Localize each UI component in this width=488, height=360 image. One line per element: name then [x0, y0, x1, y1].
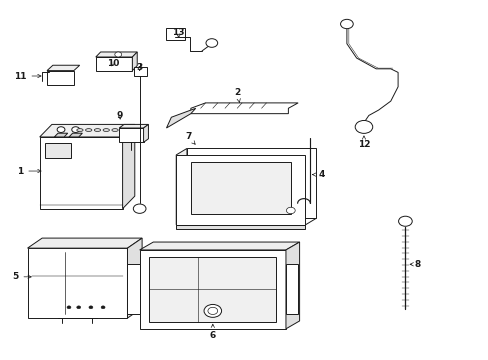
Circle shape [340, 19, 352, 29]
Polygon shape [134, 67, 147, 76]
Polygon shape [127, 238, 142, 318]
Circle shape [286, 207, 295, 214]
Circle shape [89, 306, 93, 309]
Polygon shape [132, 52, 137, 71]
Polygon shape [186, 148, 316, 219]
Text: 13: 13 [172, 28, 184, 37]
Polygon shape [176, 225, 305, 229]
Circle shape [115, 52, 122, 57]
Text: 5: 5 [12, 272, 31, 281]
Text: 1: 1 [17, 167, 41, 176]
Bar [190, 162, 290, 214]
Polygon shape [127, 264, 140, 315]
Polygon shape [27, 238, 142, 248]
Text: 3: 3 [136, 63, 142, 72]
Ellipse shape [112, 129, 118, 131]
Polygon shape [47, 65, 80, 71]
Polygon shape [96, 57, 132, 71]
Polygon shape [190, 103, 298, 114]
Text: 2: 2 [234, 87, 240, 102]
Circle shape [133, 204, 146, 213]
Polygon shape [285, 242, 299, 329]
Text: 9: 9 [117, 111, 123, 120]
Polygon shape [143, 125, 148, 142]
Circle shape [57, 127, 65, 132]
Text: 6: 6 [209, 324, 216, 341]
Polygon shape [166, 108, 195, 128]
Ellipse shape [103, 129, 109, 131]
Text: 4: 4 [312, 170, 324, 179]
Circle shape [72, 127, 80, 132]
Polygon shape [96, 52, 137, 57]
Circle shape [398, 216, 411, 226]
Circle shape [203, 305, 221, 318]
Polygon shape [140, 242, 299, 250]
Ellipse shape [94, 129, 101, 131]
Bar [149, 257, 276, 321]
Ellipse shape [77, 129, 83, 131]
Polygon shape [176, 148, 186, 225]
Polygon shape [119, 128, 143, 142]
Polygon shape [69, 133, 82, 137]
Polygon shape [140, 250, 285, 329]
Text: 10: 10 [106, 59, 119, 68]
Circle shape [101, 306, 105, 309]
Text: 11: 11 [14, 72, 41, 81]
Polygon shape [119, 125, 148, 128]
Circle shape [205, 39, 217, 47]
Polygon shape [176, 219, 316, 225]
Circle shape [354, 121, 372, 134]
Text: 8: 8 [409, 260, 420, 269]
Polygon shape [27, 248, 127, 318]
Polygon shape [47, 71, 74, 85]
Text: 7: 7 [185, 132, 195, 144]
Polygon shape [176, 155, 305, 225]
Polygon shape [54, 133, 68, 137]
Bar [44, 143, 71, 158]
Circle shape [77, 306, 81, 309]
Polygon shape [40, 125, 135, 137]
Polygon shape [122, 125, 135, 209]
Ellipse shape [85, 129, 92, 131]
Polygon shape [165, 28, 184, 40]
Circle shape [67, 306, 71, 309]
Text: 12: 12 [357, 136, 369, 149]
Polygon shape [40, 137, 122, 209]
Polygon shape [285, 264, 298, 315]
Circle shape [207, 307, 217, 315]
